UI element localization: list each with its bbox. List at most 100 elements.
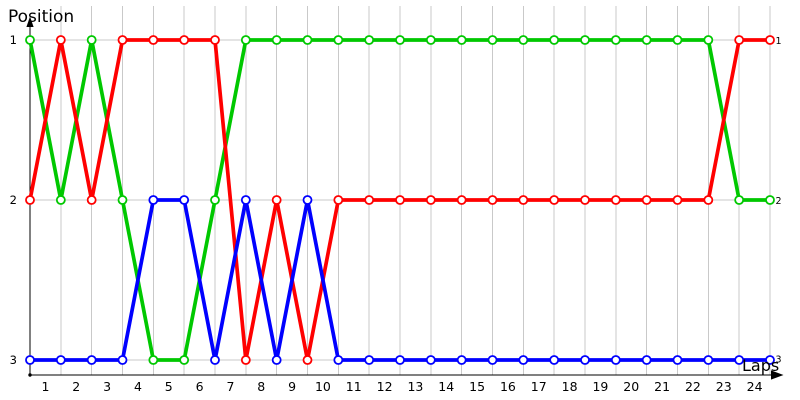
data-point-blue	[179, 195, 190, 205]
data-point-red	[395, 195, 405, 205]
axes	[26, 16, 784, 380]
data-point-blue	[210, 355, 220, 365]
data-point-red	[425, 195, 436, 205]
x-tick-label: 15	[469, 379, 485, 394]
data-point-green	[734, 195, 745, 205]
x-tick-label: 14	[438, 379, 454, 394]
x-tick-label: 17	[531, 379, 547, 394]
data-point-green	[210, 195, 220, 205]
data-point-red	[672, 195, 683, 205]
data-point-red	[549, 195, 560, 205]
data-point-red	[518, 195, 529, 205]
data-point-green	[271, 35, 282, 45]
data-point-red	[271, 195, 282, 205]
x-axis-arrow-icon	[771, 370, 784, 380]
data-point-green	[518, 35, 529, 45]
data-point-red	[703, 195, 714, 205]
data-point-green	[703, 35, 714, 45]
data-point-red	[240, 355, 251, 365]
y-axis-arrow-icon	[26, 16, 34, 27]
x-tick-label: 12	[377, 379, 393, 394]
data-point-red	[210, 35, 220, 45]
data-point-red	[179, 35, 190, 45]
data-point-green	[333, 35, 344, 45]
data-point-green	[240, 35, 251, 45]
y-tick-label: 2	[10, 193, 17, 207]
data-point-blue	[55, 355, 66, 365]
data-point-red	[456, 195, 467, 205]
data-point-blue	[425, 355, 436, 365]
data-point-red	[641, 195, 652, 205]
data-point-markers	[25, 35, 775, 365]
data-point-blue	[518, 355, 529, 365]
data-point-green	[549, 35, 560, 45]
x-tick-label: 23	[716, 379, 732, 394]
data-point-green	[425, 35, 436, 45]
data-point-red	[610, 195, 621, 205]
data-point-green	[148, 355, 159, 365]
data-point-red	[117, 35, 128, 45]
x-tick-label: 24	[747, 379, 763, 394]
data-point-blue	[703, 355, 714, 365]
data-point-blue	[395, 355, 405, 365]
data-point-green	[765, 195, 775, 205]
data-point-red	[580, 195, 590, 205]
right-edge-label: 1	[776, 36, 782, 47]
x-tick-label: 9	[288, 379, 296, 394]
data-point-green	[580, 35, 590, 45]
x-tick-label: 18	[562, 379, 578, 394]
data-point-blue	[487, 355, 498, 365]
data-point-blue	[86, 355, 97, 365]
data-point-green	[55, 195, 66, 205]
x-tick-label: 21	[654, 379, 670, 394]
data-point-green	[456, 35, 467, 45]
x-tick-label: 2	[72, 379, 80, 394]
data-point-blue	[641, 355, 652, 365]
data-point-blue	[25, 355, 35, 365]
data-point-red	[765, 35, 775, 45]
data-point-blue	[610, 355, 621, 365]
data-point-blue	[240, 195, 251, 205]
data-point-green	[395, 35, 405, 45]
x-tick-label: 3	[103, 379, 111, 394]
data-point-red	[364, 195, 375, 205]
x-tick-label: 16	[500, 379, 516, 394]
data-point-green	[179, 355, 190, 365]
data-point-green	[25, 35, 35, 45]
data-point-blue	[302, 195, 313, 205]
data-point-red	[86, 195, 97, 205]
data-point-green	[117, 195, 128, 205]
x-tick-label: 11	[346, 379, 362, 394]
x-tick-label: 13	[407, 379, 423, 394]
y-tick-label: 3	[10, 353, 17, 367]
data-point-red	[55, 35, 66, 45]
data-point-green	[302, 35, 313, 45]
data-point-green	[610, 35, 621, 45]
x-tick-label: 6	[196, 379, 204, 394]
data-point-red	[302, 355, 313, 365]
x-axis-title: Laps	[742, 356, 779, 375]
data-point-green	[487, 35, 498, 45]
y-axis-title: Position	[8, 7, 74, 27]
right-edge-label: 3	[776, 355, 782, 366]
data-point-red	[734, 35, 745, 45]
x-tick-label: 4	[134, 379, 142, 394]
data-point-green	[672, 35, 683, 45]
data-point-blue	[148, 195, 159, 205]
x-tick-label: 1	[41, 379, 49, 394]
data-point-red	[333, 195, 344, 205]
x-tick-label: 5	[165, 379, 173, 394]
origin-dot	[28, 373, 32, 377]
data-point-blue	[456, 355, 467, 365]
gridlines	[30, 6, 771, 375]
x-tick-label: 7	[226, 379, 234, 394]
data-point-blue	[734, 355, 745, 365]
x-tick-label: 20	[623, 379, 639, 394]
data-point-blue	[580, 355, 590, 365]
data-point-red	[25, 195, 35, 205]
data-point-green	[86, 35, 97, 45]
x-tick-label: 8	[257, 379, 265, 394]
